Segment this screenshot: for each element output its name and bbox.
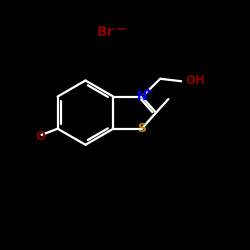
Text: S: S [137, 122, 146, 135]
Text: −: − [116, 21, 127, 35]
Text: N: N [136, 90, 147, 103]
Text: OH: OH [185, 74, 205, 86]
Text: +: + [144, 86, 153, 96]
Text: O: O [35, 130, 45, 142]
Text: Br: Br [96, 25, 114, 39]
